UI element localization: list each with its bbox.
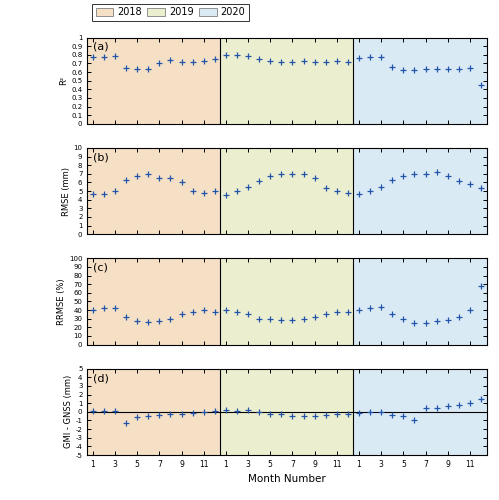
Y-axis label: RMSE (mm): RMSE (mm) bbox=[62, 166, 71, 216]
X-axis label: Month Number: Month Number bbox=[248, 474, 326, 484]
Y-axis label: GMI - GNSS (mm): GMI - GNSS (mm) bbox=[64, 375, 73, 448]
Bar bbox=[87, 148, 221, 234]
Y-axis label: RRMSE (%): RRMSE (%) bbox=[57, 278, 66, 325]
Bar bbox=[221, 368, 353, 455]
Text: (a): (a) bbox=[92, 42, 108, 52]
Legend: 2018, 2019, 2020: 2018, 2019, 2020 bbox=[92, 4, 249, 20]
Bar bbox=[353, 368, 487, 455]
Y-axis label: R²: R² bbox=[59, 76, 68, 85]
Text: (b): (b) bbox=[92, 152, 108, 162]
Bar bbox=[353, 258, 487, 344]
Bar bbox=[87, 258, 221, 344]
Bar bbox=[221, 148, 353, 234]
Bar bbox=[221, 38, 353, 124]
Text: (d): (d) bbox=[92, 373, 108, 383]
Bar bbox=[353, 148, 487, 234]
Bar bbox=[87, 368, 221, 455]
Text: (c): (c) bbox=[92, 262, 107, 272]
Bar bbox=[353, 38, 487, 124]
Bar bbox=[87, 38, 221, 124]
Bar bbox=[221, 258, 353, 344]
